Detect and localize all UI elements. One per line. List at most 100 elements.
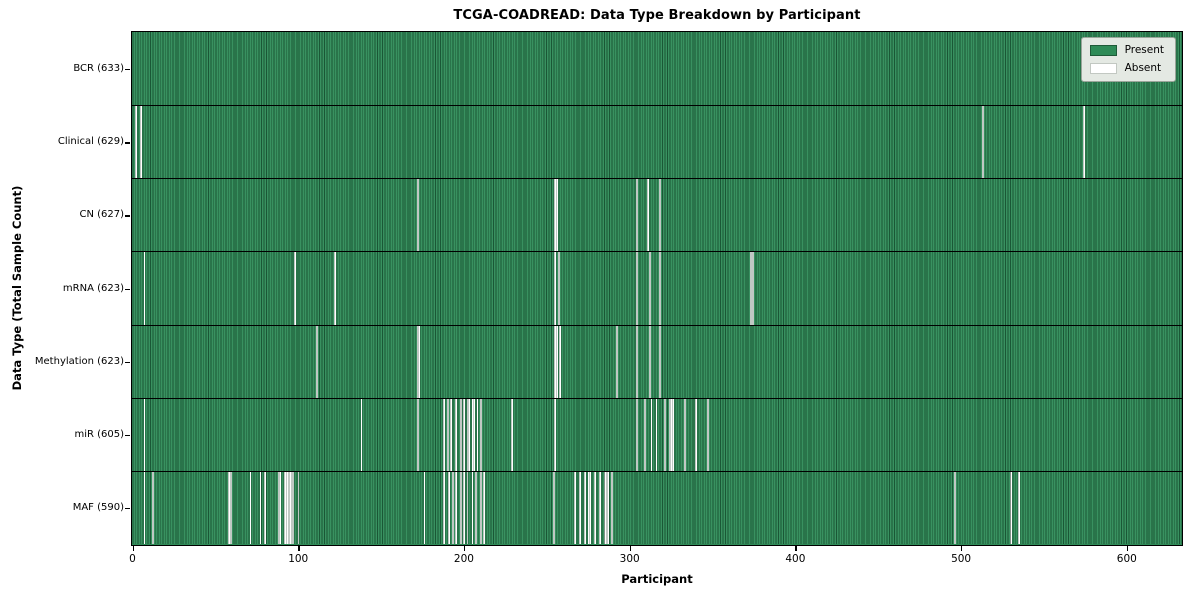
y-tick-label-clinical: Clinical (629) — [57, 136, 124, 148]
absent-stripe — [483, 470, 486, 544]
legend: Present Absent — [1080, 37, 1176, 82]
y-tick-label-cn: CN (627) — [79, 209, 124, 221]
y-tick-label-mrna: mRNA (623) — [62, 282, 124, 294]
absent-stripe — [286, 470, 288, 544]
absent-stripe — [587, 470, 590, 544]
absent-stripe — [423, 470, 426, 544]
row-band-maf — [132, 470, 1182, 544]
row-band-bcr — [132, 32, 1182, 106]
absent-stripe — [589, 470, 592, 544]
absent-stripe — [663, 397, 666, 471]
absent-stripe — [450, 397, 452, 471]
absent-stripe — [229, 470, 232, 544]
legend-entry-present: Present — [1089, 44, 1164, 56]
absent-stripe — [706, 397, 709, 471]
absent-stripe — [635, 251, 638, 325]
y-tick-label-maf: MAF (590) — [72, 501, 124, 513]
absent-stripe — [643, 397, 646, 471]
plot-area — [131, 31, 1183, 546]
absent-stripe — [466, 470, 469, 544]
row-band-cn — [132, 178, 1182, 252]
absent-stripe — [648, 251, 651, 325]
absent-stripe — [610, 470, 613, 544]
y-tick — [125, 215, 130, 217]
absent-stripe — [416, 324, 419, 398]
absent-stripe — [1083, 105, 1085, 179]
absent-stripe — [315, 324, 318, 398]
absent-stripe — [471, 470, 474, 544]
absent-stripe — [360, 397, 363, 471]
absent-stripe — [554, 397, 557, 471]
x-tick-label: 400 — [785, 553, 806, 565]
chart-title: TCGA-COADREAD: Data Type Breakdown by Pa… — [453, 8, 861, 23]
absent-stripe — [460, 397, 462, 471]
absent-stripe — [511, 397, 514, 471]
absent-stripe — [683, 397, 686, 471]
absent-stripe — [953, 470, 956, 544]
row-band-mir — [132, 397, 1182, 471]
absent-stripe — [297, 470, 300, 544]
x-tick — [795, 546, 797, 551]
absent-stripe — [259, 470, 262, 544]
absent-stripe — [135, 105, 138, 179]
row-band-clinical — [132, 105, 1182, 179]
absent-stripe — [557, 251, 560, 325]
absent-stripe — [556, 178, 558, 252]
absent-stripe — [648, 324, 651, 398]
y-tick — [125, 361, 130, 363]
x-tick — [463, 546, 466, 551]
absent-stripe — [228, 470, 230, 544]
absent-swatch-icon — [1089, 62, 1117, 74]
absent-stripe — [670, 397, 673, 471]
absent-stripe — [463, 470, 466, 544]
absent-stripe — [448, 470, 451, 544]
absent-stripe — [290, 470, 293, 544]
absent-stripe — [416, 397, 419, 471]
absent-stripe — [556, 324, 558, 398]
x-tick-label: 100 — [288, 553, 309, 565]
x-tick-label: 200 — [453, 553, 474, 565]
absent-stripe — [605, 470, 608, 544]
absent-stripe — [471, 397, 474, 471]
absent-stripe — [599, 470, 602, 544]
y-tick — [125, 69, 130, 71]
absent-stripe — [579, 470, 582, 544]
absent-stripe — [455, 470, 457, 544]
absent-stripe — [474, 470, 477, 544]
absent-stripe — [658, 251, 661, 325]
row-separator — [132, 470, 1182, 472]
absent-stripe — [594, 470, 597, 544]
x-tick — [961, 546, 963, 551]
y-tick-label-bcr: BCR (633) — [73, 63, 124, 75]
absent-stripe — [635, 397, 638, 471]
absent-stripe — [554, 251, 557, 325]
absent-stripe — [151, 470, 154, 544]
x-axis-label: Participant — [621, 572, 693, 586]
absent-stripe — [279, 470, 282, 544]
x-tick — [629, 546, 631, 551]
absent-stripe — [463, 397, 466, 471]
absent-stripe — [574, 470, 577, 544]
absent-stripe — [287, 470, 290, 544]
absent-stripe — [140, 105, 143, 179]
absent-stripe — [468, 397, 471, 471]
legend-label-present: Present — [1124, 44, 1164, 56]
row-separator — [132, 324, 1182, 326]
absent-stripe — [143, 397, 146, 471]
absent-stripe — [751, 251, 754, 325]
x-tick — [132, 546, 134, 551]
absent-stripe — [466, 397, 469, 471]
row-band-mrna — [132, 251, 1182, 325]
absent-stripe — [635, 324, 638, 398]
present-swatch-icon — [1089, 44, 1117, 56]
absent-stripe — [479, 397, 482, 471]
absent-stripe — [416, 178, 419, 252]
absent-stripe — [249, 470, 252, 544]
absent-stripe — [655, 397, 658, 471]
absent-stripe — [559, 324, 562, 398]
x-tick-label: 300 — [619, 553, 640, 565]
x-tick — [1126, 546, 1129, 551]
y-tick-label-mir: miR (605) — [74, 428, 124, 440]
absent-stripe — [277, 470, 280, 544]
absent-stripe — [668, 397, 671, 471]
